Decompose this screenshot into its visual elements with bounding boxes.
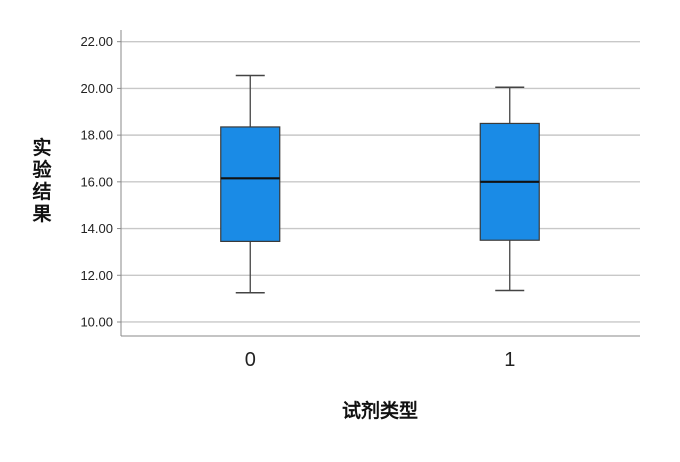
y-axis-title: 实验结果 bbox=[31, 136, 52, 225]
box-1 bbox=[479, 86, 540, 292]
gridlines bbox=[117, 40, 640, 323]
x-tick-label: 1 bbox=[504, 349, 515, 371]
y-axis-title-char: 果 bbox=[31, 203, 51, 225]
y-axis-title-char: 实 bbox=[32, 136, 51, 159]
boxes bbox=[220, 74, 540, 294]
box-0 bbox=[220, 74, 281, 294]
y-tick-label: 16.00 bbox=[80, 174, 113, 189]
axes bbox=[120, 30, 640, 337]
x-tick-label: 0 bbox=[245, 349, 256, 371]
x-axis-title: 试剂类型 bbox=[342, 399, 418, 422]
y-axis-title-char: 验 bbox=[32, 158, 52, 181]
y-tick-label: 10.00 bbox=[80, 314, 113, 329]
y-tick-label: 20.00 bbox=[80, 81, 113, 96]
iqr-box bbox=[220, 126, 281, 242]
y-tick-label: 18.00 bbox=[80, 128, 113, 143]
y-tick-label: 14.00 bbox=[80, 221, 113, 236]
y-tick-label: 12.00 bbox=[80, 268, 113, 283]
y-tick-label: 22.00 bbox=[80, 34, 113, 49]
y-axis-title-char: 结 bbox=[32, 180, 51, 203]
y-tick-labels: 10.00 12.00 14.00 16.00 18.00 20.00 22.00 bbox=[80, 34, 113, 329]
